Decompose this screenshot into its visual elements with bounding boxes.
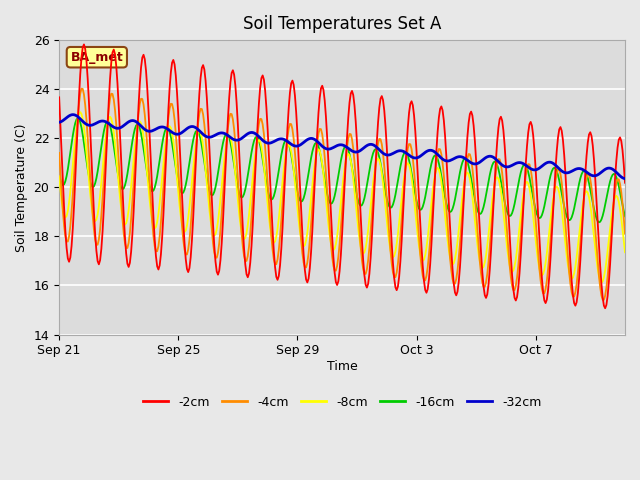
Text: BA_met: BA_met xyxy=(70,51,124,64)
Legend: -2cm, -4cm, -8cm, -16cm, -32cm: -2cm, -4cm, -8cm, -16cm, -32cm xyxy=(138,391,547,414)
Title: Soil Temperatures Set A: Soil Temperatures Set A xyxy=(243,15,441,33)
X-axis label: Time: Time xyxy=(326,360,358,373)
Y-axis label: Soil Temperature (C): Soil Temperature (C) xyxy=(15,123,28,252)
